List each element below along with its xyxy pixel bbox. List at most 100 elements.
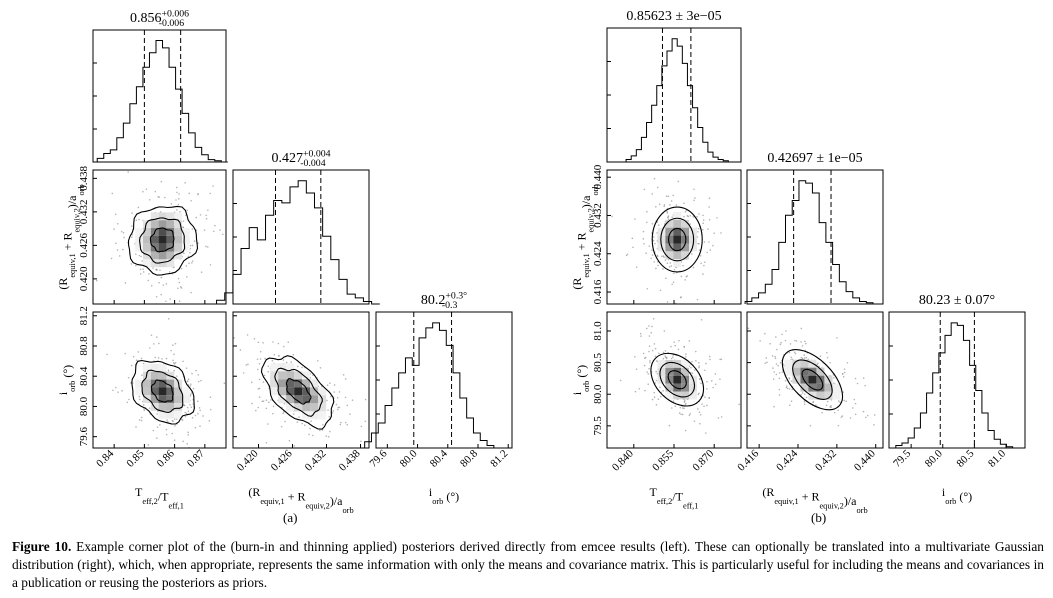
sample-point [257,388,260,390]
sample-point [189,403,191,406]
sample-point [642,352,645,355]
density-bin [665,367,674,376]
sample-point [189,251,191,254]
sample-point [138,398,141,401]
x-tick-label-0-0: 0.84 [94,447,116,469]
sample-point [128,398,130,401]
sample-point [686,214,689,217]
sample-point [664,350,667,352]
sample-point [152,429,155,432]
sample-point [704,261,706,263]
sample-point [148,273,150,275]
sample-point [668,424,671,427]
sample-point [190,383,192,385]
density-bin [310,403,319,412]
sample-point [265,399,268,402]
sample-point [626,253,629,256]
density-bin [158,228,167,236]
sample-point [674,405,677,408]
subplot-frame [746,169,884,305]
density-bin [286,371,295,380]
sample-point [122,231,125,234]
density-bin [665,383,674,392]
sample-point [230,420,232,422]
sample-point [138,419,141,421]
sample-point [160,293,162,296]
density-bin [135,243,143,252]
sample-point [720,358,723,361]
sample-point [166,419,168,421]
density-bin [135,228,143,236]
sample-point [337,406,340,409]
sample-point [671,407,673,409]
sample-point [668,266,671,268]
sample-point [684,403,687,406]
sample-point [116,249,119,251]
density-bin [681,359,690,368]
sample-point [693,199,695,202]
sample-point [188,192,191,195]
sample-point [655,206,657,208]
sample-point [611,215,613,218]
sample-point [663,204,666,206]
density-bin [657,367,666,376]
density-bin [150,387,159,396]
sample-point [837,424,840,427]
sample-point [781,371,784,373]
sample-point [259,350,262,353]
sample-point [790,400,793,402]
contour-2 [260,355,335,430]
sample-point [208,420,211,422]
density-bin [270,363,279,372]
corner-panel-b: 0.85623 ± 3e−050.4160.4240.4320.440(Requ… [570,9,1026,515]
sample-point [685,353,687,355]
sample-point [652,239,655,242]
sample-point [175,199,177,201]
sample-point [145,188,148,190]
sample-point [826,400,829,403]
sample-point [817,362,819,365]
sample-point [197,193,199,195]
sample-point [310,420,312,422]
x-tick-label-2-4: 81.2 [488,448,510,470]
sample-point [154,356,157,359]
sample-point [691,253,693,255]
sample-point [816,363,818,366]
sample-point [778,388,781,391]
x-tick-label-0-3: 0.87 [185,447,207,469]
sample-point [708,355,711,358]
density-bin [158,235,167,244]
sample-point [154,190,157,193]
sample-point [651,249,653,252]
density-bin [158,212,167,221]
sample-point [774,355,776,358]
sample-point [650,331,653,334]
density-bin [142,363,151,372]
sample-point [864,384,866,387]
sample-point [839,401,841,404]
sample-point [191,244,194,247]
sample-point [716,217,718,219]
sample-point [655,360,658,362]
sample-point [709,358,711,361]
sample-point [327,409,329,411]
density-bin [681,383,690,392]
density-bin [150,395,159,404]
sample-point [184,415,187,418]
sample-point [683,215,685,218]
sample-point [781,333,783,336]
sample-point [251,402,253,405]
histogram-step-1 [216,180,380,305]
density-bin [673,219,682,228]
y-tick-label-1-2: 0.432 [592,203,604,228]
sample-point [189,395,192,397]
sample-point [328,415,331,418]
density-bin [182,228,190,236]
sample-point [140,419,143,422]
density-bin [824,391,833,400]
sample-point [651,223,654,225]
sample-point [198,407,201,409]
sample-point [777,364,779,367]
sample-point [696,236,699,238]
sample-point [301,366,303,369]
